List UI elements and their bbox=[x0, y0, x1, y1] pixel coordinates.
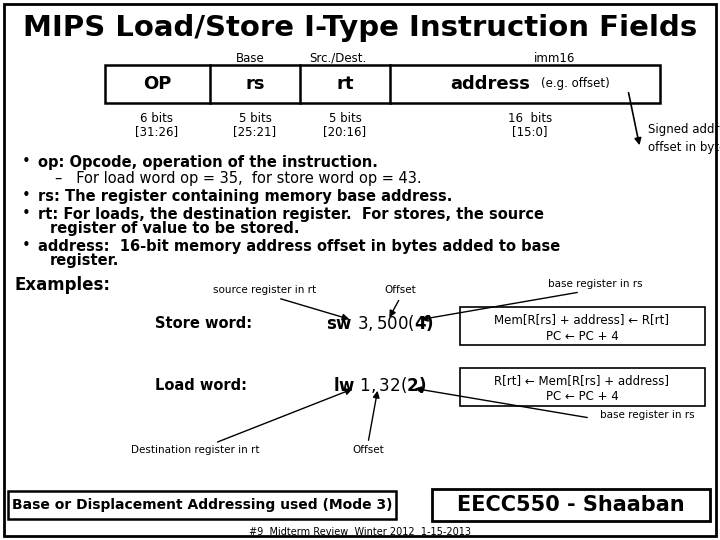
Text: [15:0]: [15:0] bbox=[512, 125, 548, 138]
Text: •: • bbox=[22, 154, 31, 170]
Text: OP: OP bbox=[143, 75, 171, 93]
Text: •: • bbox=[22, 206, 31, 221]
Text: Signed address
offset in bytes: Signed address offset in bytes bbox=[648, 123, 720, 153]
Text: rs: The register containing memory base address.: rs: The register containing memory base … bbox=[38, 188, 452, 204]
Text: imm16: imm16 bbox=[534, 51, 576, 64]
Text: address:  16-bit memory address offset in bytes added to base: address: 16-bit memory address offset in… bbox=[38, 239, 560, 253]
Text: Mem[R[rs] + address] ← R[rt]: Mem[R[rs] + address] ← R[rt] bbox=[495, 314, 670, 327]
Text: 5 bits: 5 bits bbox=[328, 111, 361, 125]
Text: PC ← PC + 4: PC ← PC + 4 bbox=[546, 390, 618, 403]
Text: Offset: Offset bbox=[384, 285, 416, 295]
Text: 16  bits: 16 bits bbox=[508, 111, 552, 125]
Text: rs: rs bbox=[246, 75, 265, 93]
Text: rt: For loads, the destination register.  For stores, the source: rt: For loads, the destination register.… bbox=[38, 206, 544, 221]
Text: PC ← PC + 4: PC ← PC + 4 bbox=[546, 329, 618, 342]
Text: Destination register in rt: Destination register in rt bbox=[131, 445, 259, 455]
Text: [25:21]: [25:21] bbox=[233, 125, 276, 138]
Text: Offset: Offset bbox=[352, 445, 384, 455]
Text: register of value to be stored.: register of value to be stored. bbox=[50, 220, 300, 235]
Text: [31:26]: [31:26] bbox=[135, 125, 179, 138]
Text: Base: Base bbox=[235, 51, 264, 64]
Text: MIPS Load/Store I-Type Instruction Fields: MIPS Load/Store I-Type Instruction Field… bbox=[23, 14, 697, 42]
Text: rt: rt bbox=[336, 75, 354, 93]
Text: lw $1, 32($2): lw $1, 32($2) bbox=[333, 375, 427, 395]
Text: op: Opcode, operation of the instruction.: op: Opcode, operation of the instruction… bbox=[38, 154, 378, 170]
Text: •: • bbox=[22, 239, 31, 253]
Bar bbox=[105, 65, 660, 103]
Text: 5 bits: 5 bits bbox=[238, 111, 271, 125]
Bar bbox=[8, 491, 396, 519]
Text: •: • bbox=[22, 188, 31, 204]
Text: sw $3, 500($4): sw $3, 500($4) bbox=[326, 313, 434, 333]
Text: EECC550 - Shaaban: EECC550 - Shaaban bbox=[457, 495, 685, 515]
Text: 6 bits: 6 bits bbox=[140, 111, 174, 125]
Text: #9  Midterm Review  Winter 2012  1-15-2013: #9 Midterm Review Winter 2012 1-15-2013 bbox=[249, 527, 471, 537]
Text: [20:16]: [20:16] bbox=[323, 125, 366, 138]
Text: Src./Dest.: Src./Dest. bbox=[310, 51, 366, 64]
Bar bbox=[460, 368, 705, 406]
Text: register.: register. bbox=[50, 253, 120, 267]
Bar bbox=[432, 489, 710, 521]
Text: address: address bbox=[450, 75, 530, 93]
Text: Examples:: Examples: bbox=[15, 276, 111, 294]
Bar bbox=[460, 307, 705, 345]
Text: Base or Displacement Addressing used (Mode 3): Base or Displacement Addressing used (Mo… bbox=[12, 498, 392, 512]
Text: R[rt] ← Mem[R[rs] + address]: R[rt] ← Mem[R[rs] + address] bbox=[495, 375, 670, 388]
Text: –   For load word op = 35,  for store word op = 43.: – For load word op = 35, for store word … bbox=[55, 171, 422, 186]
Text: base register in rs: base register in rs bbox=[600, 410, 695, 420]
Text: base register in rs: base register in rs bbox=[548, 279, 642, 289]
Text: Load word:: Load word: bbox=[155, 377, 247, 393]
Text: Store word:: Store word: bbox=[155, 315, 252, 330]
Text: source register in rt: source register in rt bbox=[213, 285, 317, 295]
Text: (e.g. offset): (e.g. offset) bbox=[541, 78, 609, 91]
